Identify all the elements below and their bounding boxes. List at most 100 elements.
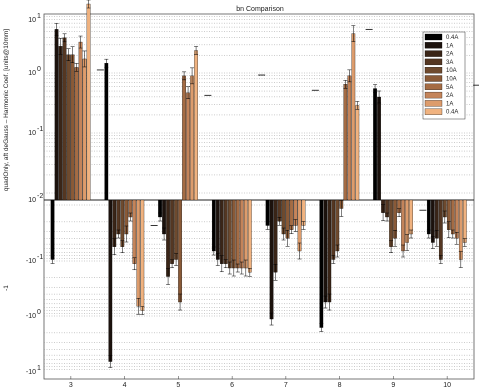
legend-swatch <box>424 42 443 49</box>
bar <box>70 54 75 201</box>
bar <box>74 67 79 201</box>
bar <box>450 199 455 235</box>
bar <box>174 199 178 260</box>
bar <box>331 199 336 260</box>
bar <box>231 199 236 269</box>
legend: 0.4A 1A 2A 3A 10A 10A 5A 2A 1A 0.4A <box>422 31 466 120</box>
bar <box>215 199 220 260</box>
y-tick-exponent: 1 <box>37 13 41 20</box>
x-tick-label: 9 <box>391 382 395 389</box>
legend-swatch <box>424 33 443 41</box>
legend-swatch <box>424 67 443 74</box>
reference-markers <box>96 28 479 226</box>
legend-label: 2A <box>446 52 453 58</box>
bar <box>62 37 67 201</box>
bar <box>269 199 274 320</box>
bar <box>116 199 121 235</box>
bar <box>104 63 109 201</box>
bar <box>426 199 431 235</box>
bar <box>54 29 59 201</box>
bar <box>462 199 467 243</box>
bar <box>401 199 405 252</box>
bar <box>66 54 71 201</box>
bar <box>289 199 294 230</box>
legend-swatch <box>424 75 443 82</box>
bar <box>140 199 145 311</box>
x-tick-label: 10 <box>443 382 451 389</box>
bar <box>319 199 324 328</box>
legend-label: 0.4A <box>446 110 458 116</box>
y-tick-label: 10 <box>28 130 36 137</box>
legend-swatch <box>424 91 443 99</box>
bar <box>243 199 248 269</box>
y-tick-label: -10 <box>26 313 36 320</box>
bar <box>219 199 224 264</box>
y-tick-exponent: 1 <box>37 365 41 372</box>
bar <box>343 84 348 201</box>
y-tick-label: 10 <box>28 197 36 204</box>
bar <box>235 199 240 269</box>
legend-swatch <box>424 58 443 66</box>
legend-swatch <box>424 100 443 107</box>
legend-label: 5A <box>446 85 453 91</box>
bar <box>182 75 186 201</box>
bar <box>190 75 194 201</box>
legend-swatch <box>424 83 443 90</box>
x-tick-label: 8 <box>338 382 342 389</box>
bar <box>120 199 125 247</box>
bars <box>50 0 467 368</box>
bar <box>186 92 190 201</box>
bar <box>211 199 216 252</box>
bar <box>108 199 113 362</box>
bar <box>327 199 332 303</box>
bar <box>50 199 55 260</box>
y-tick-label: -10 <box>26 369 36 376</box>
bar <box>373 88 377 201</box>
bar <box>166 199 170 277</box>
bar <box>223 199 228 264</box>
bar <box>136 199 141 307</box>
bar <box>58 46 63 201</box>
y-tick-label: -10 <box>26 258 36 265</box>
y-axis-label: quadOnly, aft deGauss – Harmonic Coef. [… <box>3 29 10 191</box>
bar <box>323 199 328 303</box>
legend-label: 10A <box>446 68 457 74</box>
x-tick-label: 4 <box>123 382 127 389</box>
bar <box>86 3 91 201</box>
bar <box>389 199 393 247</box>
bar <box>82 58 87 201</box>
legend-label: 1A <box>446 101 453 107</box>
bar <box>178 199 182 303</box>
bar <box>409 199 413 235</box>
bar <box>355 105 360 201</box>
bar <box>170 199 174 264</box>
bar <box>239 199 244 269</box>
bar <box>351 33 356 201</box>
y-axis-label-lower: -1 <box>3 285 10 291</box>
bar <box>430 199 435 243</box>
y-tick-exponent: 0 <box>37 66 41 73</box>
bar <box>132 199 137 264</box>
x-tick-label: 3 <box>69 382 73 389</box>
bar <box>458 199 463 260</box>
bar <box>227 199 232 269</box>
bar <box>335 199 340 252</box>
bar <box>247 199 252 273</box>
bar <box>438 199 443 260</box>
legend-label: 0.4A <box>446 35 458 41</box>
x-tick-label: 6 <box>230 382 234 389</box>
legend-label: 10A <box>446 77 457 83</box>
bar <box>377 96 381 201</box>
legend-swatch <box>424 108 443 115</box>
y-tick-exponent: -1 <box>37 254 43 261</box>
bar <box>347 75 352 201</box>
bar <box>78 41 83 201</box>
x-tick-label: 7 <box>284 382 288 389</box>
y-tick-label: 10 <box>28 70 36 77</box>
legend-label: 2A <box>446 93 453 99</box>
y-tick-exponent: -1 <box>37 126 43 133</box>
bar <box>273 199 278 273</box>
y-tick-exponent: -2 <box>37 193 43 200</box>
